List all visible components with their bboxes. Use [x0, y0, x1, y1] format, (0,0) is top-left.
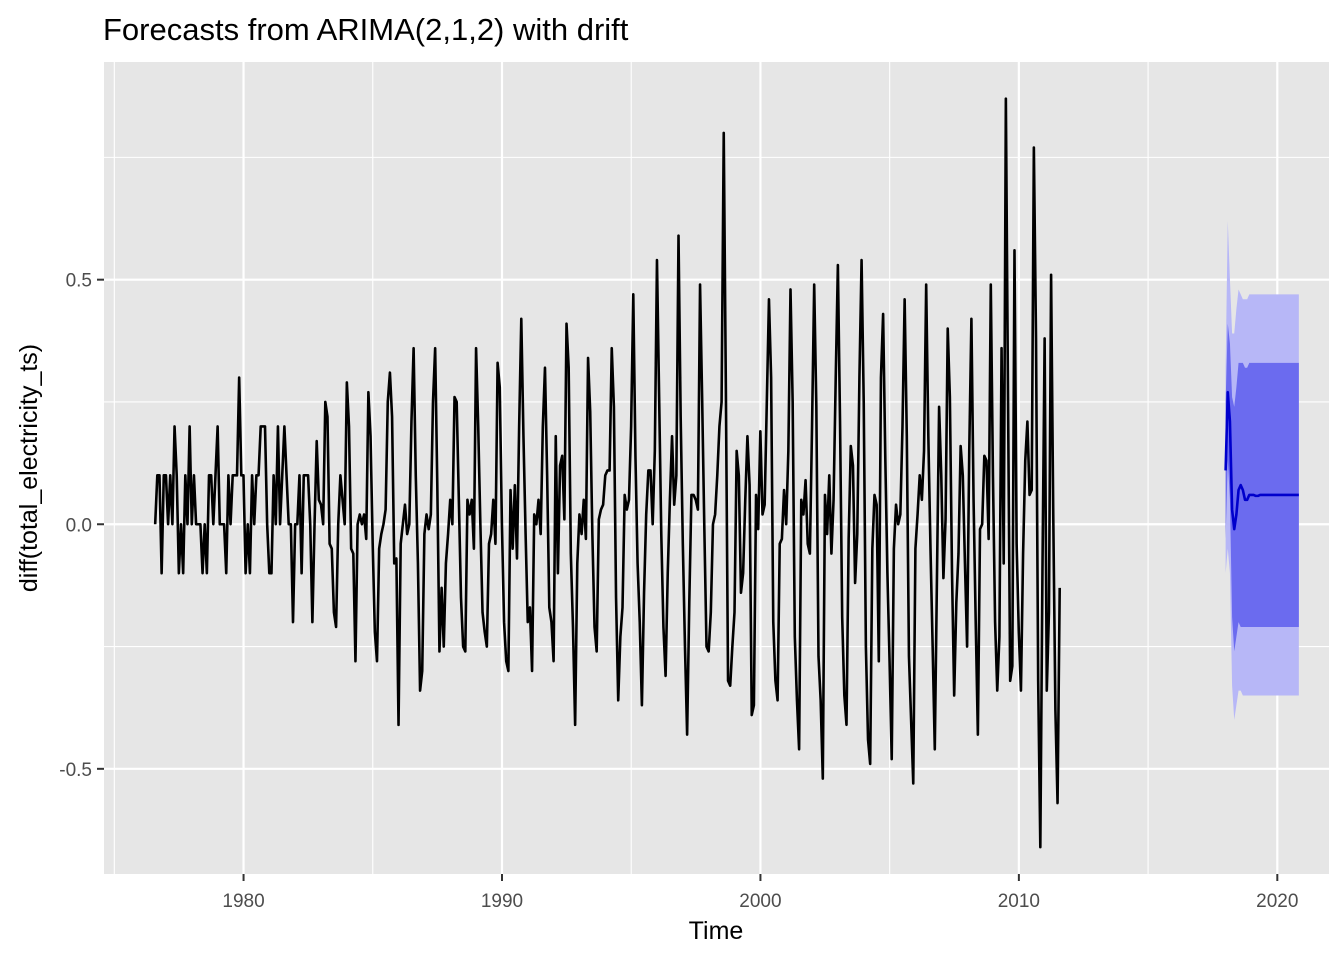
x-tick-label: 2000: [739, 891, 781, 912]
prediction-interval-80: [1225, 323, 1299, 652]
prediction-intervals: [1225, 220, 1299, 720]
x-axis-title: Time: [689, 917, 744, 945]
x-tick-label: 2020: [1256, 891, 1298, 912]
x-tick-label: 2010: [998, 891, 1040, 912]
x-tick-label: 1990: [481, 891, 523, 912]
y-axis-title: diff(total_electricity_ts): [15, 344, 43, 592]
chart-title: Forecasts from ARIMA(2,1,2) with drift: [103, 12, 629, 47]
y-tick-label: 0.5: [66, 271, 92, 292]
y-axis: -0.5 0.0 0.5: [59, 271, 104, 781]
x-axis: 1980 1990 2000 2010 2020: [222, 874, 1298, 912]
minor-gridlines: [104, 62, 1329, 874]
history-series-line: [153, 97, 1062, 849]
forecast-mean-line: [1224, 390, 1299, 531]
y-tick-label: -0.5: [59, 760, 92, 781]
x-tick-label: 1980: [222, 891, 264, 912]
y-tick-label: 0.0: [66, 515, 92, 536]
